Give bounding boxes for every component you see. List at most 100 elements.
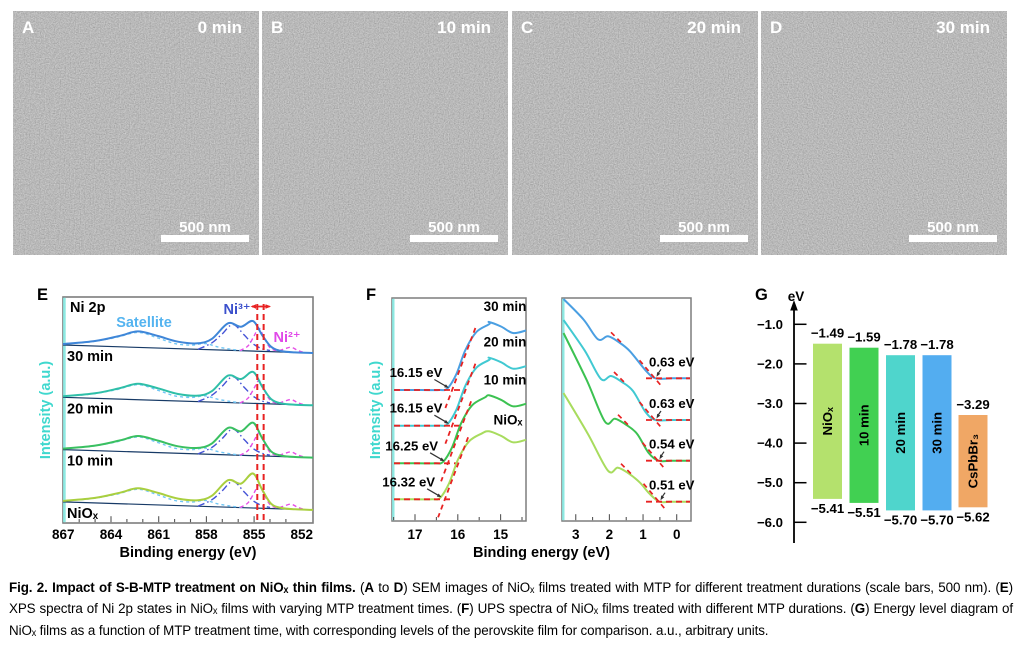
scale-bar-label: 500 nm [927,219,979,236]
caption-segment: ) SEM images of NiOₓ films treated with … [403,580,1000,595]
x-tick-label: 855 [243,527,266,542]
bar-label: 30 min [930,412,945,454]
fit-line [620,463,634,477]
xps-spectrum-NiOₓ [62,472,314,511]
energy-bar-4 [958,415,988,508]
panel-letter-e: E [37,286,48,304]
series-label: 30 min [67,349,113,365]
arrowhead [656,372,661,377]
arrowhead [444,419,449,424]
panel-letter-g: G [755,286,768,304]
sem-time-label: 10 min [437,18,491,37]
ups-cutoff-box [391,297,527,522]
arrowhead [265,304,271,309]
xps-spectrum-10 min [62,421,314,459]
annotation-satellite: Satellite [116,315,172,331]
scale-bar-label: 500 nm [179,219,231,236]
bar-top-value: −1.59 [847,330,880,345]
sem-image [512,11,758,255]
x-tick-label: 0 [673,527,681,542]
bar-top-value: −3.29 [956,397,989,412]
caption-segment: ) XPS spectra of Ni 2p states in NiOₓ fi… [9,580,1013,617]
caption-segment: ( [359,580,365,595]
arrowhead [659,454,664,460]
x-tick-label: 2 [606,527,614,542]
caption-bold-segment: E [999,580,1009,595]
y-axis-title: Intensity (a.u.) [368,361,384,459]
x-tick-label: 852 [291,527,314,542]
bar-bottom-value: −5.70 [920,512,953,527]
sem-panel-b: B 10 min 500 nm [262,11,508,255]
annotation-arrow [434,378,447,388]
x-tick-label: 867 [52,527,75,542]
cutoff-value: 16.25 eV [385,438,438,453]
panel-letter: D [770,18,783,37]
fit-baseline [62,396,314,406]
ups-onset-box [561,297,692,522]
scale-bar [909,235,997,242]
bar-bottom-value: −5.51 [847,505,880,520]
axis-unit-label: eV [788,289,805,304]
series-label: 20 min [484,335,527,350]
sem-time-label: 0 min [197,18,242,37]
fit-satellite [62,383,246,404]
series-label: NiOₓ [494,412,523,427]
x-axis-title: Binding energy (eV) [120,545,257,561]
fit-line [617,414,631,428]
ups-onset-curve-NiOₓ [562,392,690,504]
caption-segment: ) Energy level diagram of NiOₓ films as … [9,601,1013,638]
panel-letter-f: F [366,286,376,304]
x-tick-label: 861 [147,527,170,542]
figure-caption: Fig. 2. Impact of S-B-MTP treatment on N… [9,577,1013,641]
bar-bottom-value: −5.70 [884,512,917,527]
fit-ni2plus [239,327,306,354]
panel-letter: A [22,18,35,37]
onset-value: 0.63 eV [649,396,695,411]
arrowhead [660,495,665,501]
bar-label: 10 min [857,404,872,446]
bar-label: CsPbBr₃ [966,434,981,488]
panel-letter: B [271,18,284,37]
arrowhead [656,413,661,419]
sem-panel-d: D 30 min 500 nm [761,11,1007,255]
arrowhead [439,457,445,462]
fit-line [613,371,627,385]
annotation-ni3plus: Ni³⁺ [224,302,251,318]
onset-value: 0.51 eV [649,478,695,493]
x-tick-label: 15 [493,527,509,542]
sem-image [761,11,1007,255]
caption-bold-segment: F [461,601,470,617]
fit-baseline [62,449,314,459]
bar-bottom-value: −5.62 [956,509,989,524]
fit-ni3plus [197,375,271,404]
caption-segment: ) UPS spectra of NiOₓ films treated with… [469,601,855,617]
sem-image [262,11,508,255]
series-label: 30 min [484,299,527,314]
fit-baseline [62,344,314,354]
fit-line [638,401,664,430]
fit-line [610,331,624,345]
panel-letter: C [521,18,534,37]
x-tick-label: 864 [100,527,123,542]
series-label: 10 min [484,372,527,387]
x-tick-label: 1 [639,527,647,542]
y-tick-label: −3.0 [757,396,783,411]
sem-panel-c: C 20 min 500 nm [512,11,758,255]
energy-bar-2 [886,355,915,511]
fit-satellite [62,436,246,457]
ups-chart: F 17 16 15 3 2 1 0 Binding energy (eV) Intensity … [366,286,695,561]
x-tick-label: 858 [195,527,218,542]
ups-onset-curve-10 min [562,332,691,463]
y-tick-label: −1.0 [757,317,783,332]
bar-label: 20 min [893,412,908,454]
scale-bar-label: 500 nm [678,219,730,236]
annotation-arrow [426,488,440,497]
onset-value: 0.54 eV [649,437,695,452]
annotation-arrow [429,452,443,461]
x-axis-title: Binding energy (eV) [473,545,610,561]
sem-image [13,11,259,255]
annotation-arrow [434,414,447,423]
arrowhead [250,304,256,309]
